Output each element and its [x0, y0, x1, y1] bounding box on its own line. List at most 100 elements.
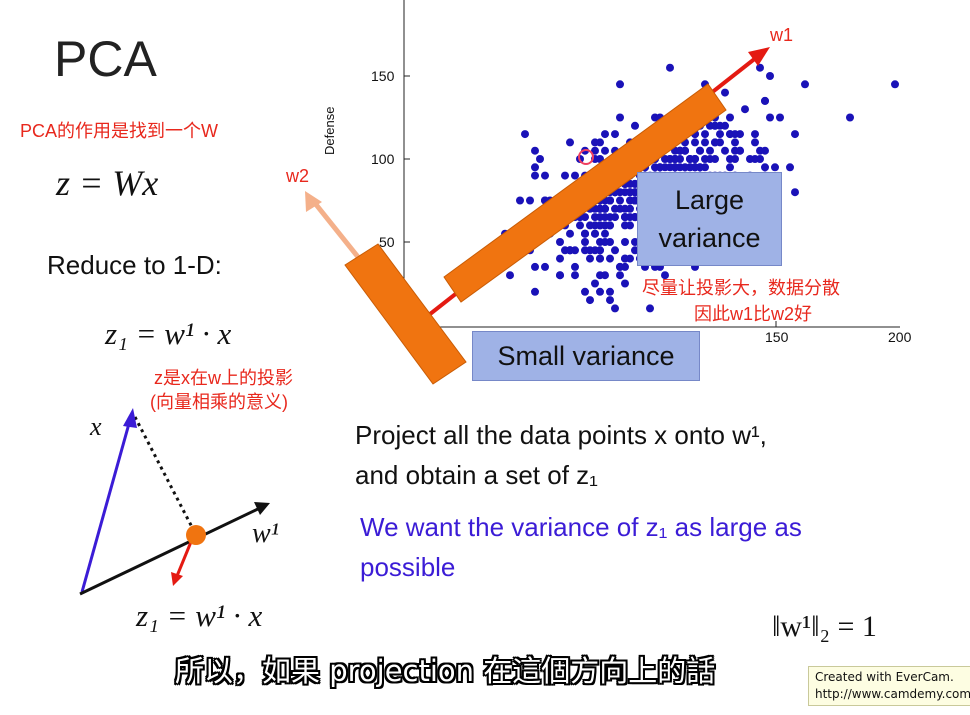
- scatter-point: [606, 221, 614, 230]
- scatter-point: [691, 163, 699, 172]
- scatter-point: [691, 138, 699, 147]
- scatter-point: [601, 213, 609, 222]
- w1-arrow-head: [748, 47, 770, 66]
- scatter-point: [571, 171, 579, 180]
- note-better-2: 因此w1比w2好: [694, 304, 813, 324]
- small-variance-label: Small variance: [497, 341, 675, 371]
- video-subtitle: 所以，如果 projection 在這個方向上的話: [175, 654, 716, 688]
- scatter-point: [726, 163, 734, 172]
- scatter-point: [696, 146, 704, 155]
- scatter-point: [626, 204, 634, 213]
- scatter-point: [581, 229, 589, 238]
- scatter-point: [621, 279, 629, 288]
- scatter-point: [601, 130, 609, 139]
- scatter-point: [561, 171, 569, 180]
- scatter-point: [716, 121, 724, 130]
- scatter-point: [676, 146, 684, 155]
- scatter-point: [616, 204, 624, 213]
- scatter-point: [621, 238, 629, 246]
- scatter-point: [731, 155, 739, 163]
- scatter-point: [671, 163, 679, 172]
- scatter-point: [541, 171, 549, 180]
- diagram-x-label: x: [90, 412, 102, 441]
- project-line-2: and obtain a set of z₁: [355, 460, 598, 490]
- tick-label-y-50: 50: [379, 234, 395, 250]
- tick-label-y-100: 100: [371, 151, 395, 167]
- scatter-point: [766, 72, 774, 80]
- scatter-point: [611, 130, 619, 139]
- w1-vector-head: [254, 502, 270, 515]
- scatter-point: [541, 262, 549, 271]
- scatter-point: [596, 246, 604, 255]
- scatter-point: [711, 138, 719, 147]
- scatter-point: [591, 229, 599, 238]
- small-variance-box: Small variance: [472, 331, 700, 381]
- scatter-point: [556, 238, 564, 246]
- equation-z-wx: z = Wx: [56, 163, 159, 203]
- scatter-point: [731, 138, 739, 147]
- scatter-point: [586, 221, 594, 230]
- scatter-point: [726, 113, 734, 122]
- scatter-point: [611, 246, 619, 255]
- scatter-point: [531, 262, 539, 271]
- note-projection-2: (向量相乘的意义): [150, 392, 288, 412]
- scatter-point: [631, 121, 639, 130]
- scatter-point: [786, 163, 794, 172]
- scatter-point: [571, 271, 579, 280]
- w2-arrow-label: w2: [286, 166, 310, 186]
- scatter-point: [711, 155, 719, 163]
- scatter-point: [746, 155, 754, 163]
- scatter-point: [661, 163, 669, 172]
- small-variance-bar: [344, 243, 467, 385]
- scatter-point: [716, 130, 724, 139]
- scatter-point: [526, 196, 534, 205]
- scatter-point: [616, 271, 624, 280]
- scatter-point: [621, 213, 629, 222]
- scatter-point: [586, 296, 594, 305]
- want-line-2: possible: [360, 552, 456, 582]
- scatter-point: [706, 146, 714, 155]
- scatter-point: [566, 138, 574, 147]
- scatter-point: [506, 271, 514, 280]
- diagram-w1-label: w¹: [252, 518, 280, 549]
- scatter-point: [611, 304, 619, 313]
- note-better-1: 尽量让投影大，数据分散: [642, 278, 840, 298]
- page-title: PCA: [54, 31, 157, 87]
- watermark-line-2: http://www.camdemy.com: [815, 687, 970, 701]
- scatter-point: [531, 287, 539, 296]
- scatter-point: [791, 130, 799, 139]
- scatter-point: [571, 262, 579, 271]
- scatter-point: [601, 204, 609, 213]
- w1-vector-line: [79, 506, 261, 596]
- want-line-1: We want the variance of z₁ as large as: [360, 512, 802, 542]
- scatter-point: [801, 80, 809, 89]
- scatter-point: [581, 238, 589, 246]
- scatter-point: [761, 146, 769, 155]
- scatter-point: [646, 304, 654, 313]
- scatter-point: [771, 163, 779, 172]
- scatter-point: [741, 105, 749, 114]
- scatter-point: [721, 88, 729, 97]
- scatter-point: [606, 254, 614, 263]
- large-variance-line-1: Large: [674, 185, 745, 215]
- large-variance-line-2: variance: [658, 223, 761, 253]
- scatter-point: [776, 113, 784, 122]
- scatter-point: [516, 196, 524, 205]
- scatter-point: [701, 130, 709, 139]
- scatter-point: [761, 96, 769, 105]
- scatter-point: [626, 221, 634, 230]
- scatter-point: [581, 287, 589, 296]
- scatter-point: [616, 196, 624, 205]
- large-variance-box: Large variance: [637, 172, 782, 266]
- scatter-point: [596, 287, 604, 296]
- scatter-point: [616, 80, 624, 89]
- y-axis-label: Defense: [322, 106, 337, 155]
- note-purpose: PCA的作用是找到一个W: [20, 121, 218, 141]
- equation-z1-top: z₁ = w¹ · x: [105, 316, 232, 351]
- scatter-point: [736, 146, 744, 155]
- scatter-point: [566, 229, 574, 238]
- scatter-point: [731, 130, 739, 139]
- scatter-point: [576, 221, 584, 230]
- scatter-point: [596, 254, 604, 263]
- project-line-1: Project all the data points x onto w¹,: [355, 420, 767, 450]
